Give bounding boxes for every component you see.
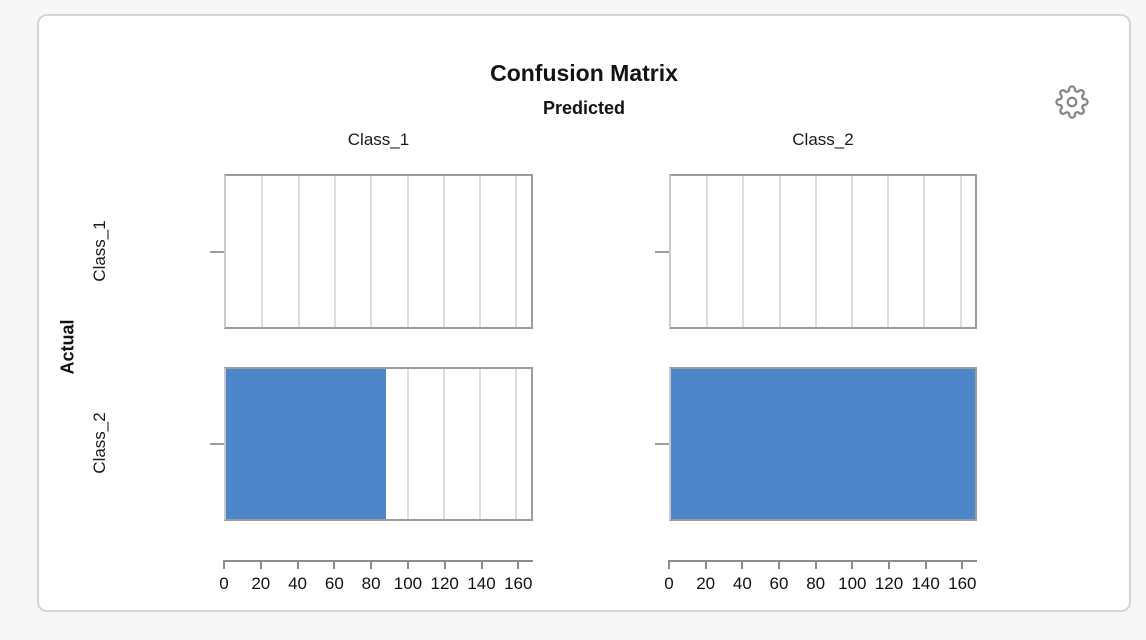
settings-button[interactable] xyxy=(1053,84,1091,122)
x-tick-label: 80 xyxy=(361,574,381,593)
x-axis-tick xyxy=(961,560,964,569)
x-axis-line xyxy=(669,560,977,562)
x-tick-label: 120 xyxy=(874,574,904,593)
panel-gridline xyxy=(406,369,409,519)
x-axis-tick xyxy=(223,560,225,569)
x-tick-label: 140 xyxy=(911,574,940,593)
panel-gridline xyxy=(515,369,518,519)
x-tick-label: 160 xyxy=(948,574,977,593)
gear-icon xyxy=(1055,84,1089,122)
plot-card: Confusion Matrix Predicted Class_1 Class… xyxy=(37,14,1131,612)
facet-panel-actual2-pred2 xyxy=(655,367,977,521)
x-axis-left: 0 20 40 60 80 100 120 140 160 xyxy=(219,560,533,602)
x-axis-tick xyxy=(741,560,744,569)
x-axis-tick xyxy=(778,560,780,569)
panel-gridline xyxy=(850,176,853,327)
panel-gridline xyxy=(923,176,926,327)
x-tick-label: 100 xyxy=(393,574,423,593)
panel-gridline xyxy=(479,176,482,327)
panel-gridline xyxy=(333,176,336,327)
actual-axis-title: Actual xyxy=(57,319,78,375)
x-axis-tick xyxy=(517,560,520,569)
y-axis-tick xyxy=(210,443,224,445)
x-axis-tick xyxy=(704,560,707,569)
panel-gridline xyxy=(706,176,709,327)
x-axis-line xyxy=(224,560,533,562)
column-header-class-1: Class_1 xyxy=(347,130,410,149)
x-tick-label: 0 xyxy=(664,574,674,593)
panel-gridline xyxy=(442,176,445,327)
x-axis-tick xyxy=(668,560,670,569)
x-axis-tick xyxy=(443,560,446,569)
x-axis-tick xyxy=(370,560,373,569)
x-tick-label: 40 xyxy=(732,574,752,593)
x-axis-tick xyxy=(406,560,409,569)
x-tick-label: 100 xyxy=(838,574,867,593)
bar-Class_2-Class_2 xyxy=(671,369,975,519)
x-tick-label: 80 xyxy=(806,574,826,593)
x-tick-label: 120 xyxy=(430,574,459,593)
panel-gridline xyxy=(887,176,890,327)
panel-gridline xyxy=(778,176,781,327)
row-header-class-2: Class_2 xyxy=(90,412,109,474)
column-header-class-2: Class_2 xyxy=(792,130,854,149)
x-axis-right: 0 20 40 60 80 100 120 140 160 xyxy=(664,560,977,602)
panel-gridline xyxy=(370,176,373,327)
y-axis-tick xyxy=(655,443,669,445)
panel-gridline xyxy=(406,176,409,327)
x-axis-tick xyxy=(888,560,890,569)
row-header-class-1: Class_1 xyxy=(90,220,109,282)
x-axis-tick xyxy=(480,560,483,569)
panel-gridline xyxy=(515,176,518,327)
x-tick-label: 40 xyxy=(288,574,308,593)
bar-Class_2-Class_1 xyxy=(226,369,386,519)
panel-gridline xyxy=(297,176,300,327)
x-tick-label: 160 xyxy=(504,574,533,593)
facet-panel-actual1-pred2 xyxy=(655,174,977,329)
x-axis-tick xyxy=(296,560,299,569)
x-tick-label: 60 xyxy=(324,574,344,593)
panel-gridline xyxy=(442,369,445,519)
panel-gridline xyxy=(959,176,962,327)
x-tick-label: 140 xyxy=(467,574,496,593)
x-axis-tick xyxy=(259,560,262,569)
panel-gridline xyxy=(814,176,817,327)
y-axis-tick xyxy=(210,250,224,253)
panel-gridline xyxy=(261,176,264,327)
panel-gridline xyxy=(479,369,482,519)
x-axis-tick xyxy=(814,560,817,569)
x-axis-tick xyxy=(924,560,927,569)
predicted-axis-title: Predicted xyxy=(542,98,626,118)
facet-panel-actual2-pred1 xyxy=(210,367,533,521)
y-axis-tick xyxy=(655,250,669,253)
x-axis-tick xyxy=(333,560,336,569)
x-tick-label: 20 xyxy=(696,574,716,593)
x-tick-label: 60 xyxy=(769,574,789,593)
facet-panel-actual1-pred1 xyxy=(210,174,533,329)
x-tick-label: 20 xyxy=(251,574,271,593)
chart-title: Confusion Matrix xyxy=(490,60,678,86)
x-tick-label: 0 xyxy=(219,574,229,593)
x-axis-tick xyxy=(851,560,854,569)
panel-gridline xyxy=(742,176,745,327)
